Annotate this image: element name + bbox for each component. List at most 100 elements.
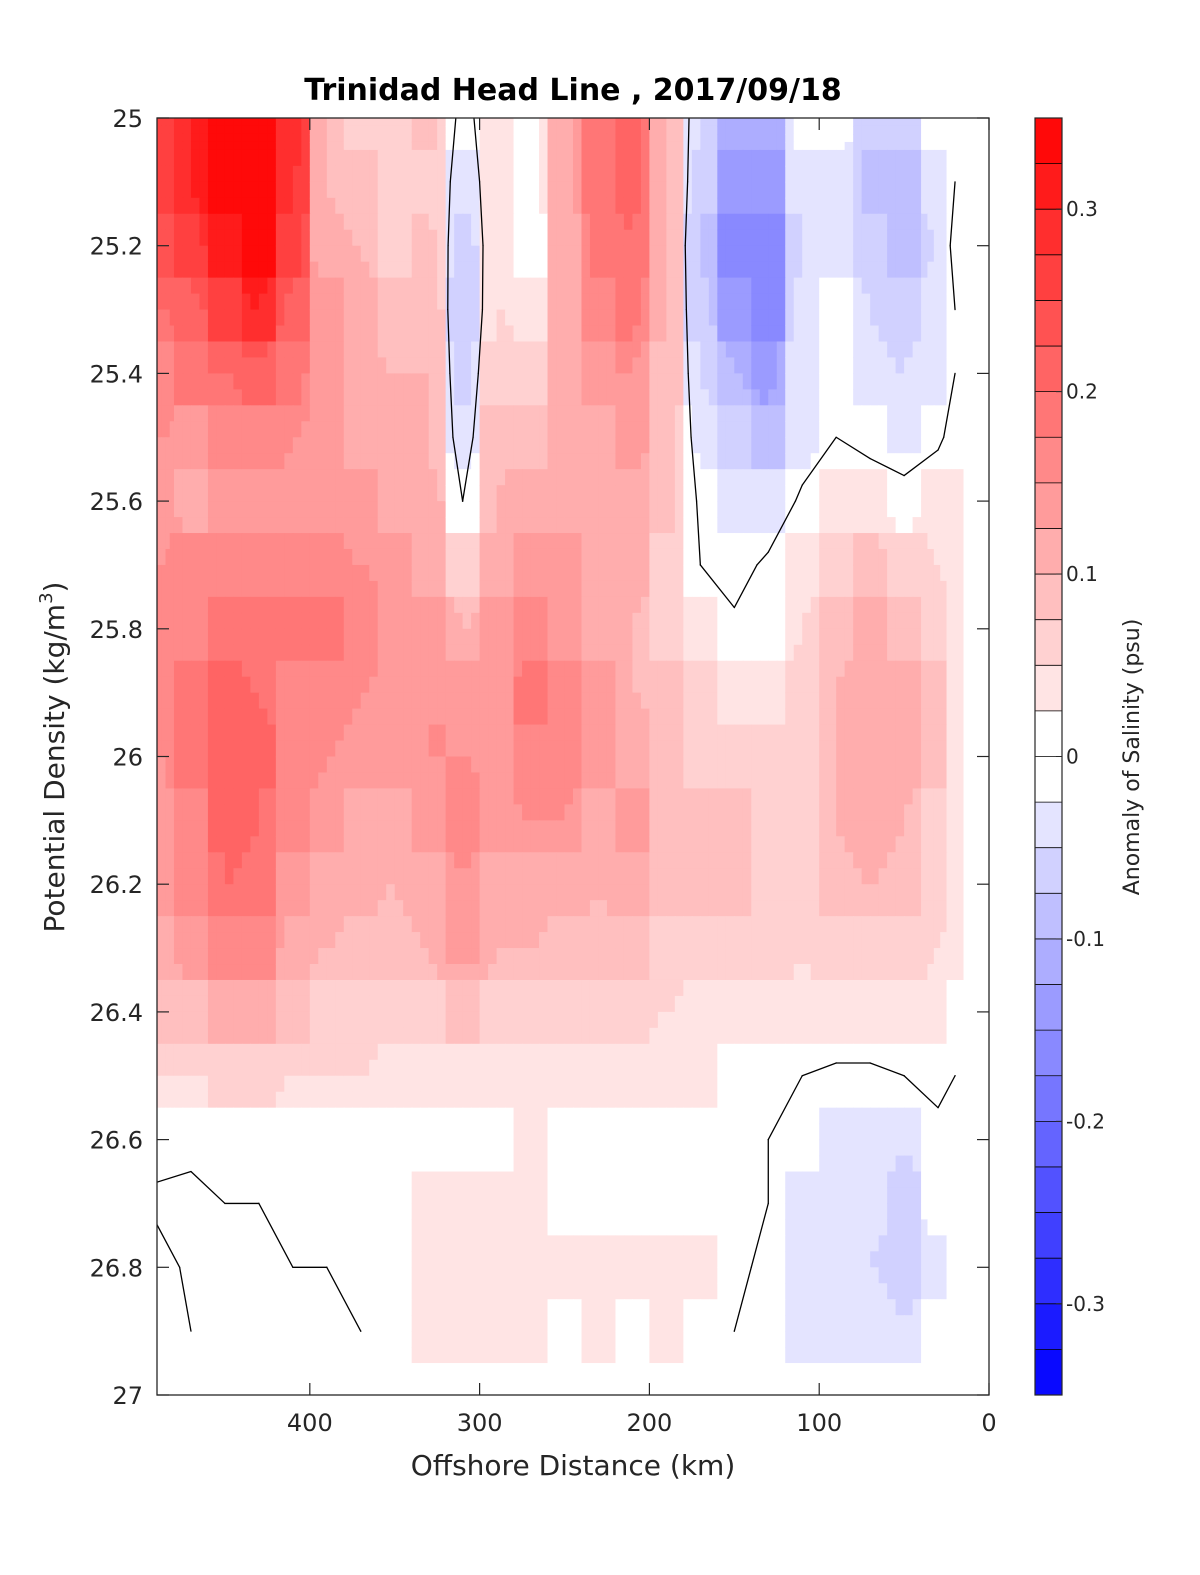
heatmap-cell [870, 261, 880, 279]
heatmap-cell [169, 692, 175, 710]
heatmap-cell [564, 644, 574, 662]
heatmap-cell [471, 341, 481, 359]
heatmap-cell [284, 197, 294, 215]
heatmap-cell [717, 149, 727, 167]
heatmap-cell [216, 373, 226, 390]
heatmap-cell [343, 437, 353, 454]
heatmap-cell [411, 708, 421, 726]
heatmap-cell [870, 820, 880, 837]
heatmap-cell [853, 373, 863, 390]
heatmap-cell [301, 437, 311, 454]
heatmap-cell [657, 724, 667, 742]
heatmap-cell [377, 309, 387, 327]
heatmap-cell [776, 149, 786, 167]
heatmap-cell [853, 533, 863, 550]
heatmap-cell [861, 437, 871, 454]
heatmap-cell [725, 213, 735, 231]
heatmap-cell [927, 740, 935, 758]
heatmap-cell [301, 501, 311, 518]
heatmap-cell [700, 325, 710, 343]
heatmap-cell [169, 405, 175, 422]
heatmap-cell [352, 740, 362, 758]
heatmap-cell [403, 788, 413, 805]
heatmap-cell [377, 820, 387, 837]
heatmap-cell [717, 405, 727, 422]
heatmap-cell [233, 580, 243, 598]
heatmap-cell [267, 820, 277, 837]
heatmap-cell [810, 245, 820, 263]
heatmap-cell [927, 724, 935, 742]
heatmap-cell [216, 277, 226, 295]
heatmap-cell [878, 485, 888, 502]
heatmap-cell [955, 596, 960, 614]
heatmap-cell [887, 548, 897, 566]
heatmap-cell [301, 453, 311, 470]
heatmap-cell [267, 229, 277, 247]
heatmap-cell [933, 612, 941, 630]
heatmap-cell [623, 660, 634, 678]
heatmap-cell [959, 405, 965, 422]
heatmap-cell [275, 644, 285, 662]
heatmap-cell [751, 548, 761, 566]
heatmap-cell [462, 900, 472, 917]
heatmap-cell [547, 373, 557, 390]
heatmap-cell [725, 165, 735, 183]
heatmap-cell [207, 628, 218, 646]
heatmap-cell [861, 485, 871, 502]
heatmap-cell [471, 277, 481, 295]
heatmap-cell [700, 118, 710, 127]
heatmap-cell [309, 421, 319, 438]
heatmap-cell [810, 261, 820, 279]
heatmap-cell [802, 708, 812, 726]
heatmap-cell [445, 756, 455, 774]
heatmap-cell [505, 820, 515, 837]
heatmap-cell [161, 165, 167, 183]
heatmap-cell [190, 612, 201, 630]
heatmap-cell [369, 469, 379, 486]
heatmap-cell [428, 596, 438, 614]
heatmap-cell [581, 501, 591, 518]
heatmap-cell [861, 141, 871, 151]
heatmap-cell [267, 692, 277, 710]
heatmap-cell [169, 118, 175, 127]
heatmap-cell [437, 756, 447, 774]
heatmap-cell [827, 708, 837, 726]
heatmap-cell [360, 245, 370, 263]
heatmap-cell [623, 772, 634, 790]
heatmap-cell [666, 804, 676, 821]
heatmap-cell [827, 485, 837, 502]
heatmap-cell [161, 644, 167, 662]
heatmap-cell [233, 676, 243, 694]
heatmap-cell [768, 453, 778, 470]
heatmap-cell [802, 740, 812, 758]
heatmap-cell [173, 357, 184, 374]
heatmap-cell [955, 628, 960, 646]
heatmap-cell [878, 533, 888, 550]
heatmap-cell [207, 772, 218, 790]
heatmap-cell [810, 788, 820, 805]
heatmap-cell [674, 676, 684, 694]
heatmap-cell [284, 437, 294, 454]
heatmap-cell [250, 245, 260, 263]
heatmap-cell [258, 389, 268, 406]
heatmap-cell [547, 804, 557, 821]
heatmap-cell [161, 533, 167, 550]
heatmap-cell [241, 596, 251, 614]
heatmap-cell [598, 141, 608, 151]
heatmap-cell [853, 118, 863, 127]
heatmap-cell [959, 229, 965, 247]
heatmap-cell [496, 533, 506, 550]
heatmap-cell [241, 628, 251, 646]
heatmap-cell [556, 644, 566, 662]
heatmap-cell [352, 165, 362, 183]
heatmap-cell [161, 485, 167, 502]
heatmap-cell [386, 820, 396, 837]
heatmap-cell [904, 517, 914, 534]
heatmap-cell [394, 149, 404, 167]
heatmap-cell [556, 485, 566, 502]
heatmap-cell [878, 389, 888, 406]
heatmap-cell [861, 820, 871, 837]
heatmap-cell [793, 309, 803, 327]
heatmap-cell [496, 437, 506, 454]
heatmap-cell [959, 692, 965, 710]
